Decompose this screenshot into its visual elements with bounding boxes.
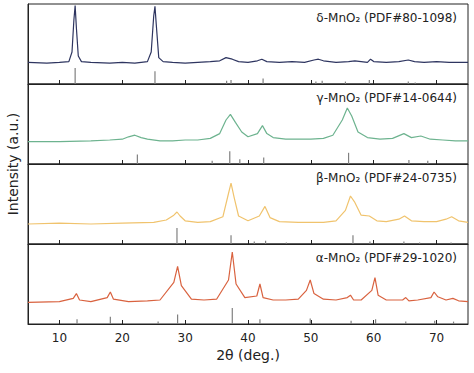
svg-text:γ-MnO₂ (PDF#14-0644): γ-MnO₂ (PDF#14-0644) xyxy=(317,91,457,105)
svg-text:Intensity (a.u.): Intensity (a.u.) xyxy=(5,113,21,216)
svg-text:2θ (deg.): 2θ (deg.) xyxy=(216,347,280,363)
svg-text:60: 60 xyxy=(366,331,381,345)
svg-text:20: 20 xyxy=(115,331,130,345)
svg-text:70: 70 xyxy=(429,331,444,345)
svg-text:α-MnO₂ (PDF#29-1020): α-MnO₂ (PDF#29-1020) xyxy=(316,251,457,265)
svg-text:50: 50 xyxy=(303,331,318,345)
svg-text:30: 30 xyxy=(178,331,193,345)
svg-text:δ-MnO₂ (PDF#80-1098): δ-MnO₂ (PDF#80-1098) xyxy=(316,11,457,25)
svg-text:10: 10 xyxy=(52,331,67,345)
svg-text:40: 40 xyxy=(240,331,255,345)
svg-text:β-MnO₂ (PDF#24-0735): β-MnO₂ (PDF#24-0735) xyxy=(316,171,457,185)
